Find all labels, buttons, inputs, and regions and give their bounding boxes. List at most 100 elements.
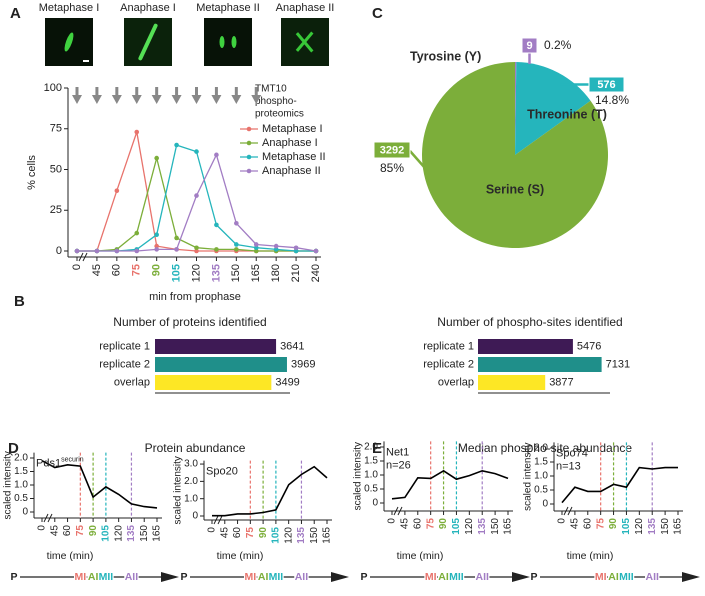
data-point xyxy=(194,248,199,254)
stage-label: MII xyxy=(619,571,634,583)
data-point xyxy=(114,248,120,254)
spindle xyxy=(64,32,74,52)
line-chart: 01.02.03.00 45 60 75 90 105 120 135 150 165Spo20t… xyxy=(173,456,349,583)
pie-chart: 9 0.2% Tyrosine (Y) 576 14.8%Threonine (T) 32… xyxy=(373,37,629,248)
data-point xyxy=(174,235,179,241)
value-label: 576 xyxy=(597,79,615,91)
y-tick-label: 75 xyxy=(50,123,62,135)
x-tick-label: 45 xyxy=(91,264,103,276)
x-tick-label: 165 xyxy=(673,518,684,535)
sample-arrow xyxy=(211,95,222,104)
legend-label: Metaphase II xyxy=(262,151,326,163)
x-tick-label: 135 xyxy=(210,264,222,282)
label-box xyxy=(373,141,411,159)
y-tick-label: 2.0 xyxy=(184,476,198,487)
y-tick-label: 1.5 xyxy=(14,466,28,477)
x-tick-label: 150 xyxy=(139,525,150,542)
stage-label-bg xyxy=(424,571,438,583)
data-point xyxy=(74,248,80,254)
y-axis-label: scaled intensity xyxy=(3,451,14,519)
data-point xyxy=(194,193,199,198)
stage-label-bg xyxy=(257,571,269,583)
stage-label-bg xyxy=(98,571,114,583)
data-point xyxy=(154,155,159,161)
y-tick-label: 0 xyxy=(192,511,198,522)
microscopy-images xyxy=(45,18,329,66)
bar xyxy=(478,339,573,354)
sample-arrow xyxy=(131,95,142,104)
x-tick-label: 120 xyxy=(113,525,124,542)
spindle xyxy=(219,36,225,48)
x-tick-label: 0 xyxy=(37,525,48,531)
x-tick-label: 135 xyxy=(647,518,658,535)
x-tick-label: 75 xyxy=(75,525,86,537)
x-tick-label: 90 xyxy=(88,525,99,537)
axis-break xyxy=(567,506,573,516)
chart-title: Pds1 xyxy=(36,458,61,470)
x-tick-label: 135 xyxy=(296,527,307,544)
panel-letter: A xyxy=(10,5,21,22)
data-point xyxy=(253,245,259,251)
x-tick-label: 0 xyxy=(71,264,83,270)
stage-label-bg xyxy=(268,571,284,583)
image-label: Anaphase I xyxy=(120,2,176,14)
axis-break xyxy=(43,513,49,523)
bar-chart: Number of proteins identified replicate 1… xyxy=(99,315,315,394)
annotation: proteomics xyxy=(255,109,304,120)
stage-label: MI xyxy=(74,571,86,583)
legend-label: Metaphase I xyxy=(262,123,323,135)
slice-label: Tyrosine (Y) xyxy=(410,49,481,63)
data-point xyxy=(253,242,259,247)
x-axis-label: time (min) xyxy=(217,550,264,562)
chart-title: Net1 xyxy=(386,446,409,458)
x-axis-label: time (min) xyxy=(397,550,444,562)
data-point xyxy=(234,220,239,226)
panel-letter: B xyxy=(14,293,25,310)
x-tick-label: 150 xyxy=(660,518,671,535)
x-tick-label: 60 xyxy=(412,518,423,530)
value-label: 5476 xyxy=(577,340,601,352)
y-tick-label: 1.5 xyxy=(534,457,548,468)
pie-slice xyxy=(515,62,517,155)
x-tick-label: 60 xyxy=(582,518,593,530)
stage-label: P xyxy=(180,571,187,583)
x-tick-label: 45 xyxy=(219,527,230,539)
y-axis-label: scaled intensity xyxy=(173,456,184,524)
x-tick-label: 0 xyxy=(207,527,218,533)
stage-label-bg xyxy=(73,571,87,583)
annotation: phospho- xyxy=(255,96,297,107)
x-tick-label: 135 xyxy=(126,525,137,542)
data-point xyxy=(194,245,199,251)
leader-line xyxy=(409,150,426,169)
label-box xyxy=(521,37,538,54)
stage-label-bg xyxy=(124,571,139,583)
title-superscript: securin xyxy=(61,456,84,463)
x-tick-label: 210 xyxy=(290,264,302,282)
x-tick-label: 165 xyxy=(503,518,514,535)
image-label: Metaphase I xyxy=(39,2,100,14)
y-tick-label: 25 xyxy=(50,204,62,216)
y-tick-label: 1.0 xyxy=(364,470,378,481)
share-label: 14.8% xyxy=(595,93,629,107)
legend-swatch xyxy=(246,140,252,146)
data-point xyxy=(134,129,140,135)
stage-label: AI xyxy=(258,571,269,583)
bar xyxy=(155,339,277,354)
stage-label: MI xyxy=(244,571,256,583)
data-point xyxy=(114,188,120,193)
stage-arrowhead xyxy=(331,572,349,582)
data-point xyxy=(273,247,279,252)
x-tick-label: 150 xyxy=(230,264,242,282)
data-point xyxy=(174,142,179,148)
stage-label-bg xyxy=(594,571,608,583)
x-tick-label: 90 xyxy=(151,264,163,276)
axis-break xyxy=(47,513,53,523)
x-tick-label: 60 xyxy=(62,525,73,537)
series-line xyxy=(391,469,509,500)
spindle xyxy=(231,36,237,48)
stage-arrowhead xyxy=(682,572,700,582)
x-tick-label: 105 xyxy=(101,525,112,542)
x-tick-label: 75 xyxy=(595,518,606,530)
sample-arrow xyxy=(171,95,182,104)
x-tick-label: 180 xyxy=(270,264,282,282)
